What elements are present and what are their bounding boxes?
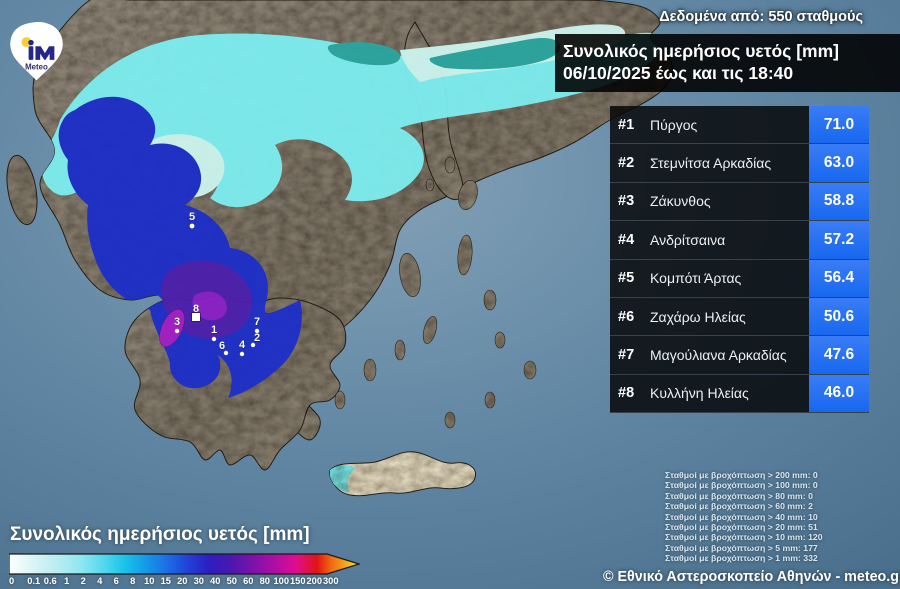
svg-text:6: 6 (219, 340, 225, 352)
svg-text:5: 5 (189, 211, 195, 223)
svg-text:2: 2 (254, 332, 260, 344)
svg-text:1: 1 (211, 324, 217, 336)
svg-text:Meteo: Meteo (25, 62, 48, 71)
svg-text:7: 7 (254, 316, 260, 328)
svg-text:3: 3 (174, 316, 180, 328)
svg-text:4: 4 (239, 339, 246, 351)
svg-text:8: 8 (193, 303, 199, 315)
